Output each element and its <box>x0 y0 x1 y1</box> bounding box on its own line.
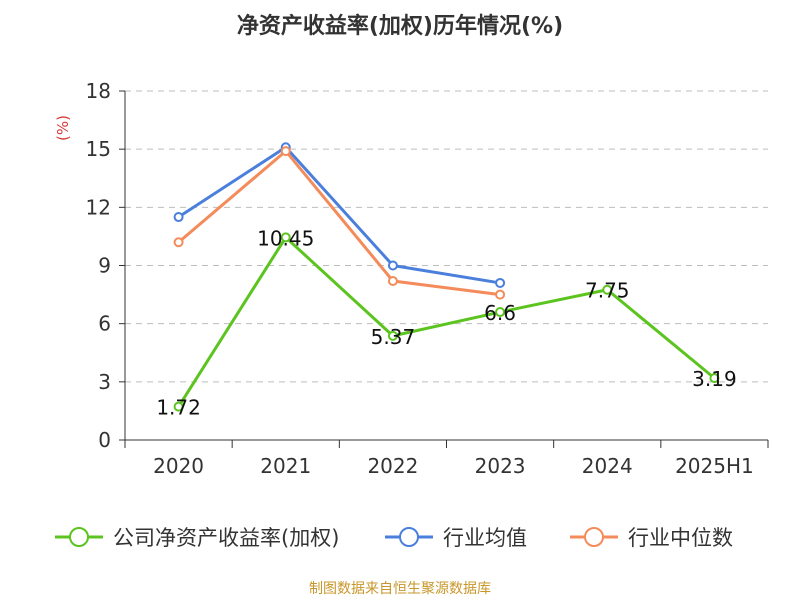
data-point <box>495 289 506 300</box>
source-note: 制图数据来自恒生聚源数据库 <box>309 581 491 597</box>
data-label: 3.19 <box>692 367 737 391</box>
legend-item: 行业中位数 <box>570 526 733 550</box>
series-line <box>177 235 716 408</box>
data-label: 1.72 <box>156 396 201 420</box>
data-label: 7.75 <box>585 279 630 303</box>
data-point <box>387 330 398 341</box>
legend-swatch-marker <box>69 527 89 547</box>
series-line <box>177 145 501 285</box>
series-line <box>177 149 501 297</box>
y-axis-label: (%) <box>54 115 72 141</box>
legend: 公司净资产收益率(加权) 行业均值 行业中位数 <box>55 526 733 550</box>
legend-label: 公司净资产收益率(加权) <box>113 526 339 550</box>
data-label: 5.37 <box>371 325 416 349</box>
y-tick-label: 9 <box>98 254 111 278</box>
series-lines <box>173 142 720 412</box>
data-point <box>602 284 613 295</box>
data-point <box>280 232 291 243</box>
legend-swatch-marker <box>584 527 604 547</box>
data-point <box>495 307 506 318</box>
data-label: 10.45 <box>257 226 314 250</box>
data-point <box>709 373 720 384</box>
x-tick-label: 2024 <box>582 454 633 478</box>
legend-item: 行业均值 <box>385 526 527 550</box>
data-point <box>173 237 184 248</box>
x-tick-label: 2023 <box>475 454 526 478</box>
data-point <box>495 277 506 288</box>
y-tick-label: 18 <box>86 79 111 103</box>
legend-label: 行业均值 <box>443 526 527 550</box>
x-tick-label: 2022 <box>367 454 418 478</box>
y-tick-label: 12 <box>86 195 111 219</box>
y-tick-label: 15 <box>86 137 111 161</box>
data-labels: 1.72 10.45 5.37 6.6 7.75 3.19 <box>156 226 736 419</box>
y-tick-label: 3 <box>98 370 111 394</box>
data-point <box>387 276 398 287</box>
x-tick-label: 2020 <box>153 454 204 478</box>
x-tick-label: 2021 <box>260 454 311 478</box>
data-point <box>173 401 184 412</box>
chart-title: 净资产收益率(加权)历年情况(%) <box>236 14 564 39</box>
axes: 0 3 6 9 12 15 18 2020 2021 2022 2023 2024 2025H1 <box>86 79 769 478</box>
legend-swatch-marker <box>399 527 419 547</box>
legend-item: 公司净资产收益率(加权) <box>55 526 339 550</box>
legend-label: 行业中位数 <box>628 526 733 550</box>
y-tick-label: 0 <box>98 428 111 452</box>
data-label: 6.6 <box>484 301 516 325</box>
data-point <box>173 212 184 223</box>
data-point <box>280 146 291 157</box>
data-point <box>387 260 398 271</box>
y-tick-label: 6 <box>98 312 111 336</box>
x-tick-label: 2025H1 <box>675 454 754 478</box>
